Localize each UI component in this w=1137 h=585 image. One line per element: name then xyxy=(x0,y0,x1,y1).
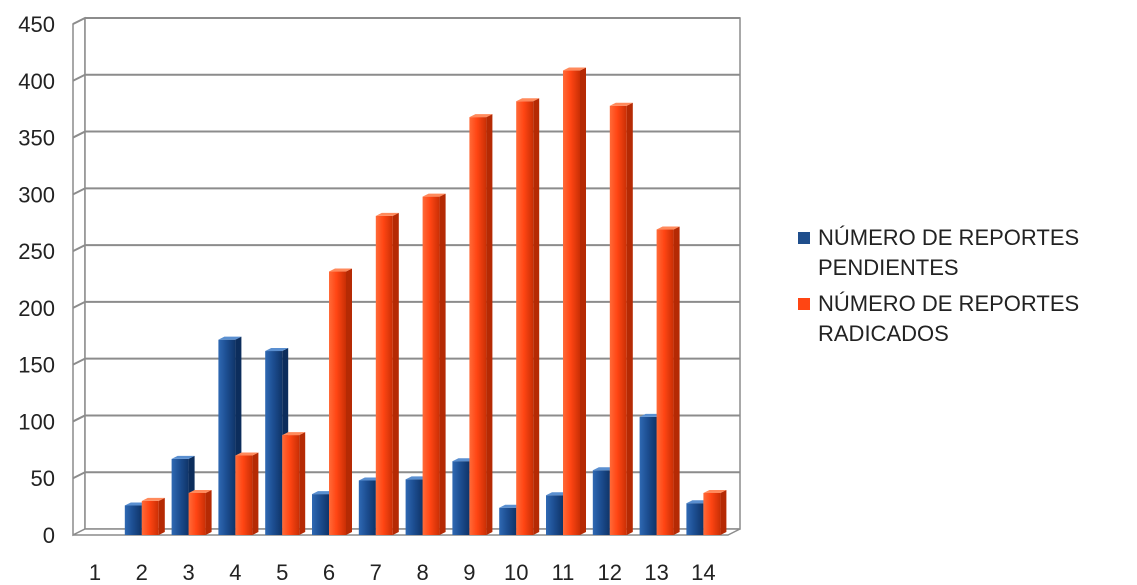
x-axis-tick-labels: 1 2 3 4 5 6 7 8 9 10 11 12 13 14 xyxy=(89,560,716,585)
gridline-side xyxy=(72,244,86,253)
bar-radicados-14 xyxy=(703,489,727,535)
y-tick-label: 350 xyxy=(18,126,55,151)
legend-label: RADICADOS xyxy=(818,321,949,346)
x-tick-label: 6 xyxy=(323,560,335,585)
gridline-side xyxy=(72,73,86,82)
legend-item: NÚMERO DE REPORTES PENDIENTES xyxy=(798,225,1079,280)
y-tick-label: 450 xyxy=(18,12,55,37)
y-axis-tick-labels: 0 50 100 150 200 250 300 350 400 450 xyxy=(18,12,55,548)
bar-radicados-9 xyxy=(469,114,493,536)
legend-swatch xyxy=(798,232,810,244)
y-tick-label: 50 xyxy=(31,466,55,491)
bar-radicados-11 xyxy=(563,67,586,536)
x-tick-label: 1 xyxy=(89,560,101,585)
x-tick-label: 10 xyxy=(504,560,528,585)
bar-radicados-6 xyxy=(329,268,352,535)
gridline-side xyxy=(72,187,86,196)
x-tick-label: 5 xyxy=(276,560,288,585)
bar-radicados-7 xyxy=(375,212,399,536)
y-tick-label: 200 xyxy=(18,296,55,321)
bar-radicados-4 xyxy=(235,452,259,535)
gridline-side xyxy=(72,357,86,366)
gridline-side xyxy=(72,414,86,423)
bar-radicados-13 xyxy=(656,226,680,535)
legend-label: NÚMERO DE REPORTES xyxy=(818,225,1079,250)
y-tick-label: 150 xyxy=(18,353,55,378)
bar-radicados-8 xyxy=(422,193,446,536)
x-tick-label: 3 xyxy=(182,560,194,585)
y-tick-label: 300 xyxy=(18,182,55,207)
side-wall xyxy=(72,16,86,537)
x-tick-label: 8 xyxy=(416,560,428,585)
y-tick-label: 0 xyxy=(43,523,55,548)
bar-radicados-3 xyxy=(188,489,212,535)
y-tick-label: 400 xyxy=(18,69,55,94)
x-tick-label: 4 xyxy=(229,560,241,585)
x-tick-label: 9 xyxy=(463,560,475,585)
x-tick-label: 2 xyxy=(136,560,148,585)
x-tick-label: 11 xyxy=(552,560,575,585)
x-tick-label: 12 xyxy=(598,560,622,585)
bars xyxy=(124,67,727,536)
x-tick-label: 14 xyxy=(691,560,715,585)
x-tick-label: 7 xyxy=(370,560,382,585)
legend-item: NÚMERO DE REPORTES RADICADOS xyxy=(798,291,1079,346)
bar-radicados-12 xyxy=(609,102,633,535)
legend-swatch xyxy=(798,298,810,310)
y-tick-label: 250 xyxy=(18,239,55,264)
y-tick-label: 100 xyxy=(18,409,55,434)
bar-radicados-2 xyxy=(141,497,165,535)
gridline-side xyxy=(72,300,86,309)
gridline-side xyxy=(72,471,86,480)
gridline-side xyxy=(72,130,86,139)
gridline-side xyxy=(72,17,86,25)
legend-label: PENDIENTES xyxy=(818,255,959,280)
bar-radicados-5 xyxy=(282,432,306,535)
legend-label: NÚMERO DE REPORTES xyxy=(818,291,1079,316)
bar-radicados-10 xyxy=(516,98,540,536)
x-tick-label: 13 xyxy=(644,560,668,585)
